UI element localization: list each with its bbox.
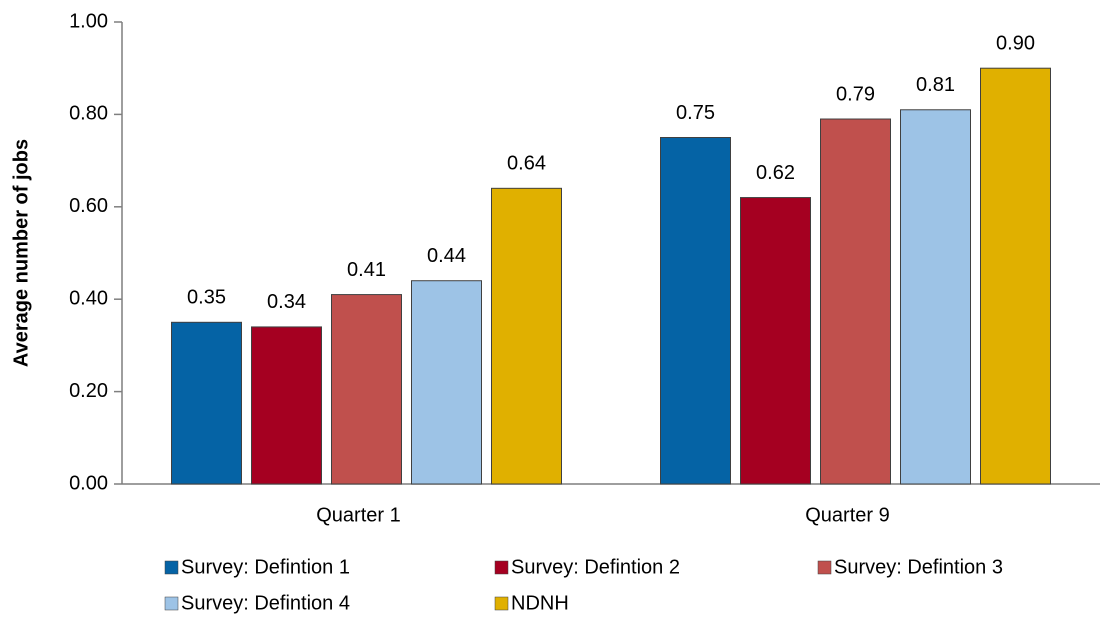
y-tick-label: 0.60 <box>69 195 108 217</box>
value-label: 0.44 <box>427 245 466 267</box>
bar <box>411 280 482 485</box>
legend-swatch <box>817 560 832 575</box>
y-axis-label: Average number of jobs <box>10 139 32 367</box>
bar <box>491 187 562 485</box>
value-label: 0.62 <box>756 162 795 184</box>
y-tick-label: 0.40 <box>69 287 108 309</box>
legend-label: Survey: Defintion 2 <box>511 556 680 578</box>
legend-swatch <box>494 560 509 575</box>
y-tick-label: 0.00 <box>69 472 108 494</box>
value-label: 0.41 <box>347 259 386 281</box>
bar <box>900 109 971 485</box>
bar <box>251 326 322 485</box>
y-tick-label: 0.20 <box>69 380 108 402</box>
legend-swatch <box>164 560 179 575</box>
bar <box>740 197 811 485</box>
y-tick-label: 1.00 <box>69 10 108 32</box>
value-label: 0.90 <box>996 32 1035 54</box>
legend-swatch <box>494 596 509 611</box>
bar <box>980 67 1051 485</box>
y-tick-label: 0.80 <box>69 103 108 125</box>
bar <box>820 118 891 485</box>
value-label: 0.81 <box>916 74 955 96</box>
value-label: 0.75 <box>676 102 715 124</box>
legend-swatch <box>164 596 179 611</box>
value-label: 0.35 <box>187 287 226 309</box>
legend-label: Survey: Defintion 1 <box>181 556 350 578</box>
value-label: 0.79 <box>836 83 875 105</box>
legend-label: Survey: Defintion 4 <box>181 592 350 614</box>
value-label: 0.34 <box>267 291 306 313</box>
x-tick-label: Quarter 1 <box>316 504 400 526</box>
x-tick-label: Quarter 9 <box>805 504 889 526</box>
value-label: 0.64 <box>507 153 546 175</box>
legend-label: NDNH <box>511 592 569 614</box>
legend-label: Survey: Defintion 3 <box>834 556 1003 578</box>
bar <box>171 321 242 485</box>
bar <box>660 137 731 485</box>
bar <box>331 294 402 485</box>
